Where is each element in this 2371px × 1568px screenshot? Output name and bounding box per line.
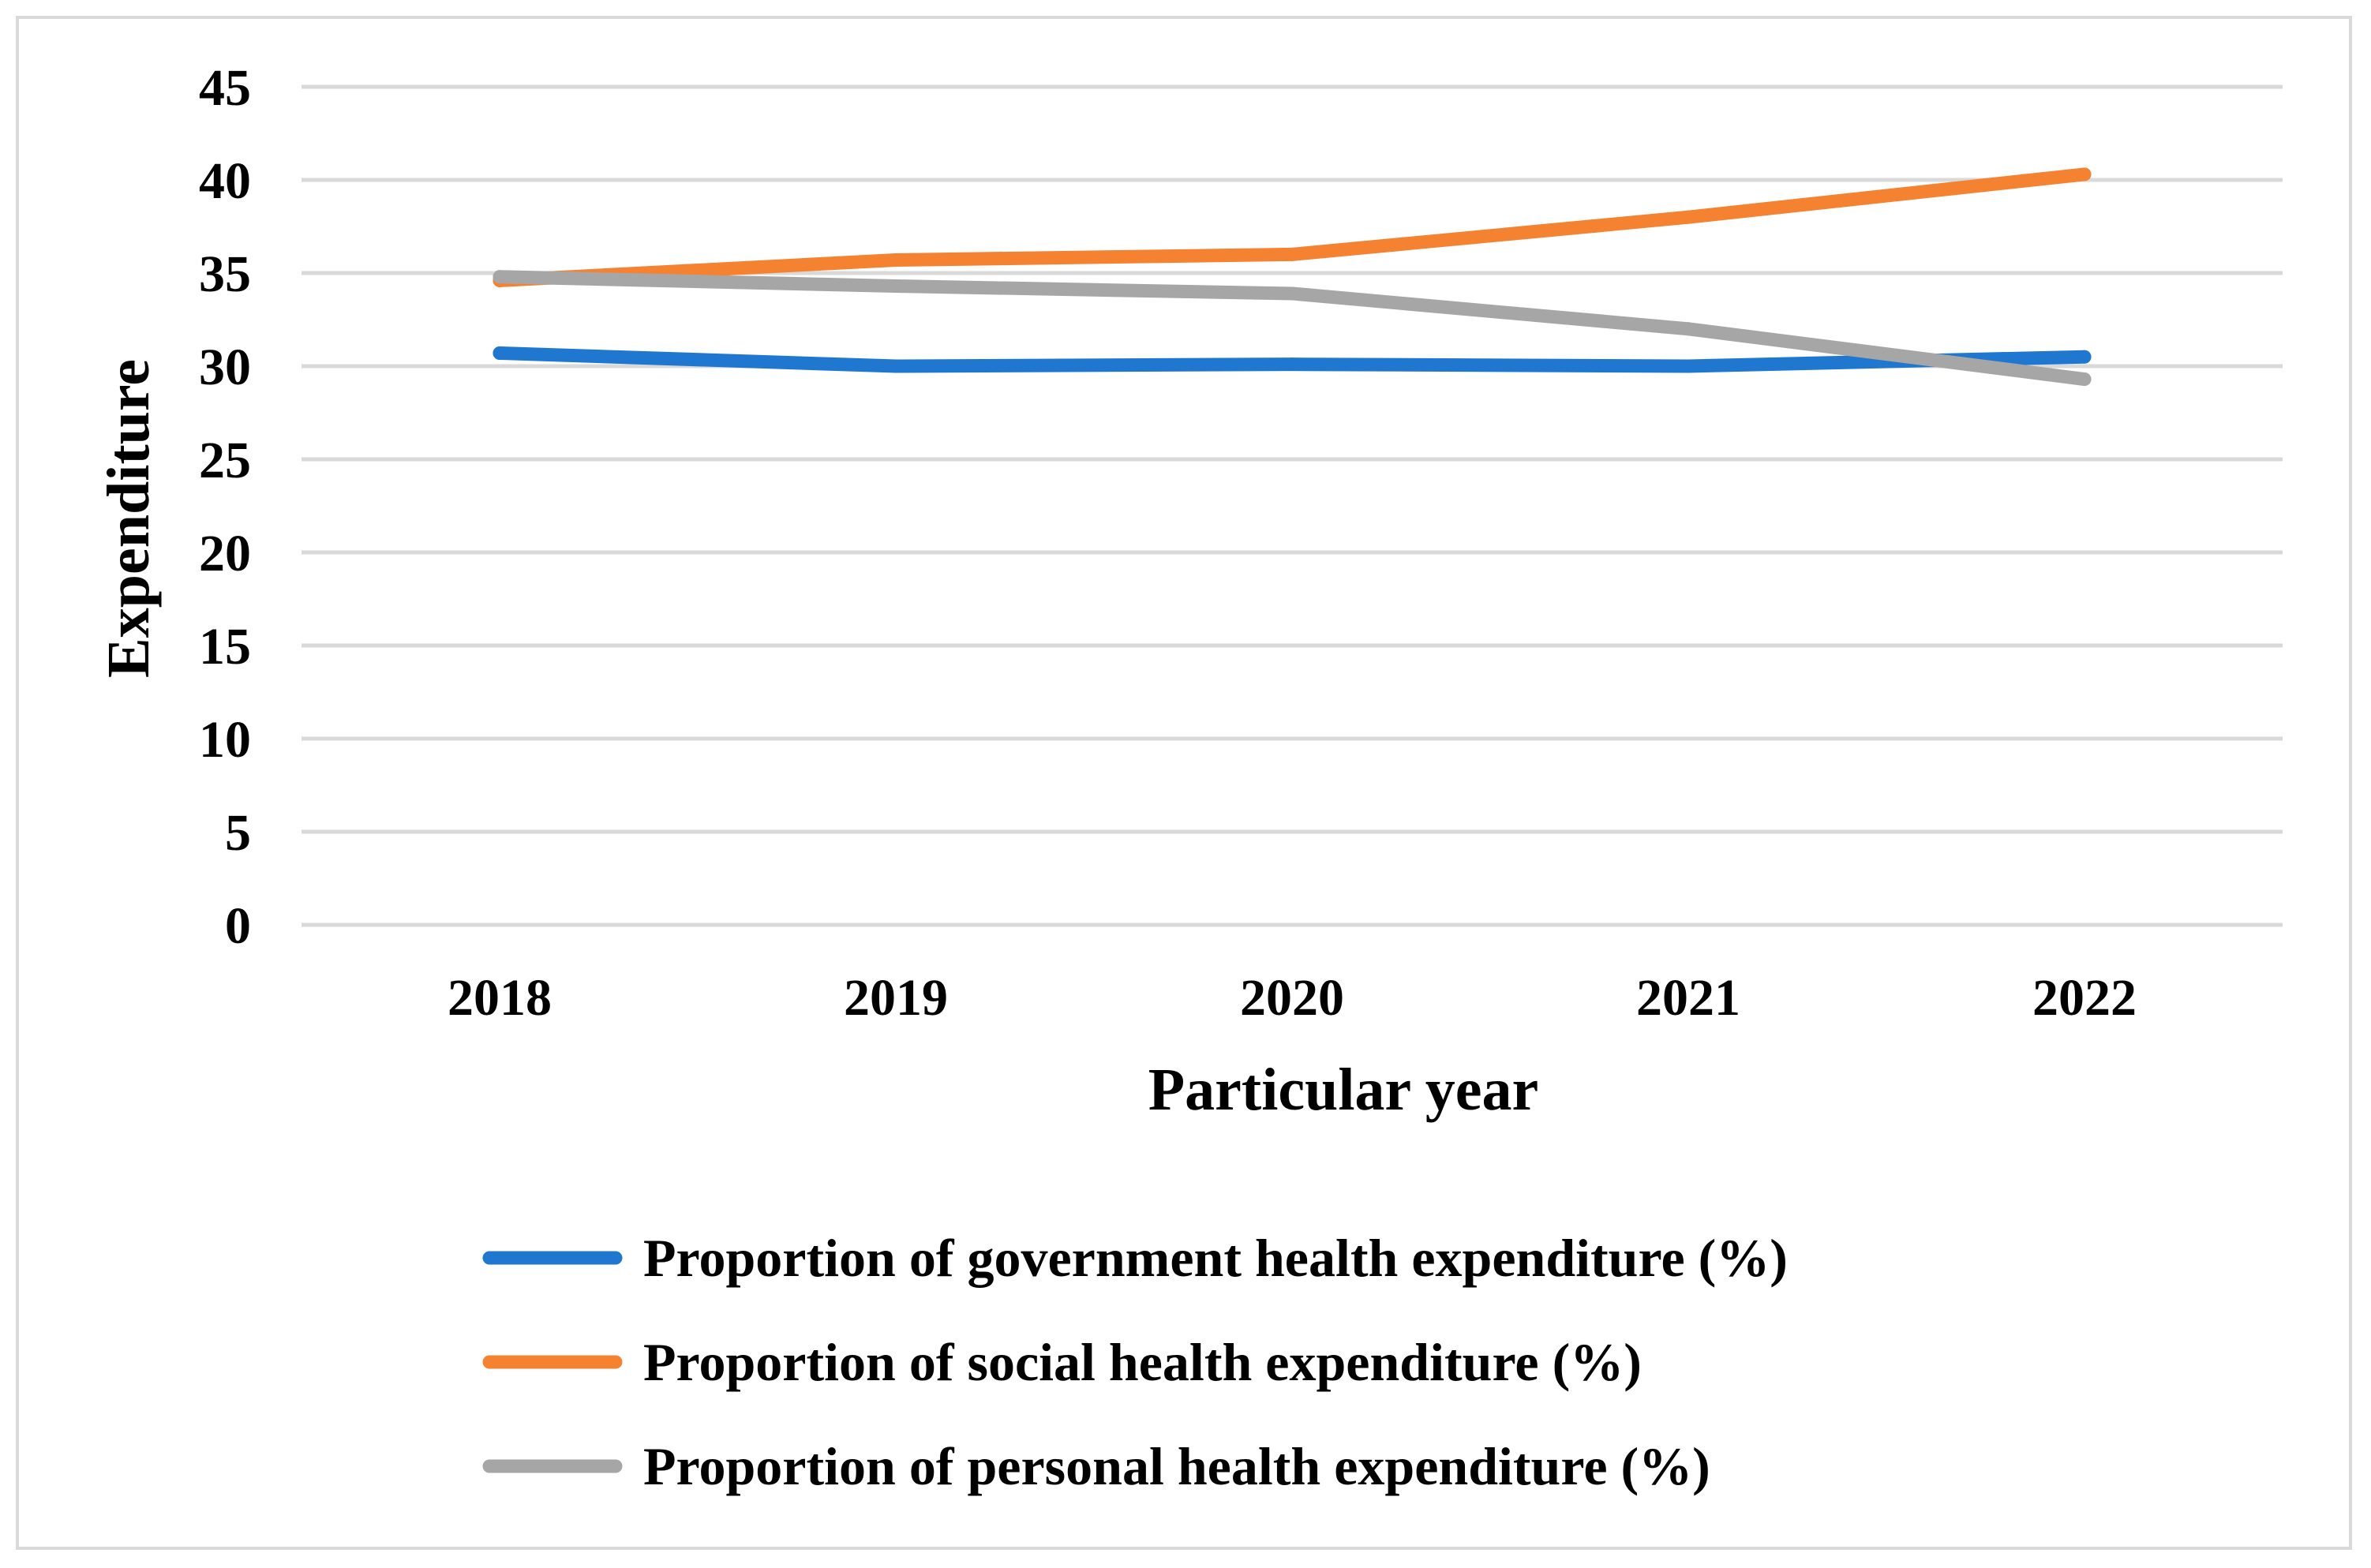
y-tick-label: 30 bbox=[199, 339, 251, 396]
data-point-series-2-2022 bbox=[2077, 167, 2092, 181]
x-axis-ticks: 2018 2019 2020 2021 2022 bbox=[448, 969, 2137, 1027]
y-axis-ticks: 0 5 10 15 20 25 30 35 40 45 bbox=[199, 59, 251, 955]
legend-label-3: Proportion of personal health expenditur… bbox=[643, 1436, 1710, 1496]
x-tick-label: 2022 bbox=[2032, 969, 2137, 1027]
data-point-series-2-2019 bbox=[889, 253, 903, 267]
x-tick-label: 2020 bbox=[1240, 969, 1344, 1027]
y-tick-label: 45 bbox=[199, 59, 251, 117]
data-point-series-3-2019 bbox=[889, 279, 903, 294]
y-tick-label: 20 bbox=[199, 525, 251, 582]
data-point-series-1-2022 bbox=[2077, 350, 2092, 364]
y-tick-label: 0 bbox=[225, 897, 251, 955]
data-point-series-1-2019 bbox=[889, 359, 903, 373]
data-point-series-3-2020 bbox=[1285, 286, 1299, 301]
data-point-series-3-2018 bbox=[493, 270, 507, 284]
x-axis-title: Particular year bbox=[1148, 1057, 1539, 1123]
data-point-series-3-2022 bbox=[2077, 372, 2092, 387]
data-point-series-1-2018 bbox=[493, 346, 507, 360]
x-tick-label: 2019 bbox=[844, 969, 948, 1027]
y-tick-label: 10 bbox=[199, 711, 251, 769]
y-tick-label: 25 bbox=[199, 432, 251, 489]
x-tick-label: 2018 bbox=[448, 969, 552, 1027]
data-point-series-3-2021 bbox=[1681, 322, 1695, 336]
y-tick-label: 5 bbox=[225, 804, 251, 862]
data-point-series-1-2021 bbox=[1681, 359, 1695, 373]
data-point-series-2-2020 bbox=[1285, 247, 1299, 261]
data-point-series-2-2021 bbox=[1681, 210, 1695, 224]
series-line-2 bbox=[493, 167, 2092, 287]
legend-label-2: Proportion of social health expenditure … bbox=[643, 1332, 1642, 1392]
x-tick-label: 2021 bbox=[1636, 969, 1740, 1027]
series-lines bbox=[493, 167, 2092, 387]
legend: Proportion of government health expendit… bbox=[482, 1228, 1788, 1496]
y-tick-label: 35 bbox=[199, 245, 251, 303]
y-tick-label: 15 bbox=[199, 618, 251, 675]
y-axis-title: Expenditure bbox=[96, 359, 162, 678]
legend-label-1: Proportion of government health expendit… bbox=[643, 1228, 1788, 1288]
data-point-series-1-2020 bbox=[1285, 357, 1299, 372]
y-tick-label: 40 bbox=[199, 152, 251, 210]
gridlines bbox=[302, 84, 2283, 927]
